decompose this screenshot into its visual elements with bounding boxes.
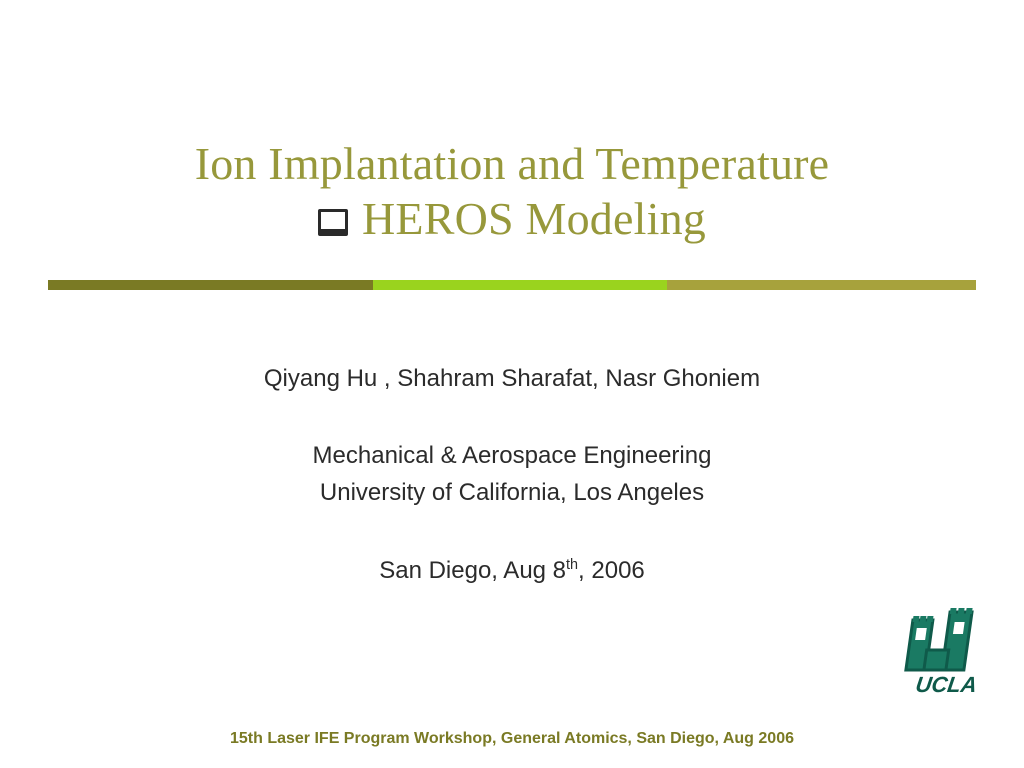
ucla-logo-towers-icon [906,608,973,670]
ucla-logo-text: UCLA [914,672,979,697]
slide: Ion Implantation and Temperature HEROS M… [0,0,1024,768]
ucla-logo: UCLA [886,598,996,708]
slide-title: Ion Implantation and Temperature HEROS M… [0,138,1024,246]
date-ordinal: th [566,557,578,573]
body-block: Qiyang Hu , Shahram Sharafat, Nasr Ghoni… [0,360,1024,589]
title-line-2-text: HEROS Modeling [362,193,706,244]
authors: Qiyang Hu , Shahram Sharafat, Nasr Ghoni… [0,360,1024,397]
title-line-1: Ion Implantation and Temperature [0,138,1024,191]
accent-seg-2 [373,280,667,290]
department: Mechanical & Aerospace Engineering [0,437,1024,474]
date-line: San Diego, Aug 8th, 2006 [0,552,1024,589]
accent-bar [48,280,976,290]
accent-seg-1 [48,280,373,290]
title-line-2: HEROS Modeling [0,193,1024,246]
monitor-glyph-icon [318,209,348,236]
date-prefix: San Diego, Aug 8 [379,557,566,584]
university: University of California, Los Angeles [0,474,1024,511]
date-suffix: , 2006 [578,557,645,584]
accent-seg-3 [667,280,976,290]
footer-text: 15th Laser IFE Program Workshop, General… [0,730,1024,748]
